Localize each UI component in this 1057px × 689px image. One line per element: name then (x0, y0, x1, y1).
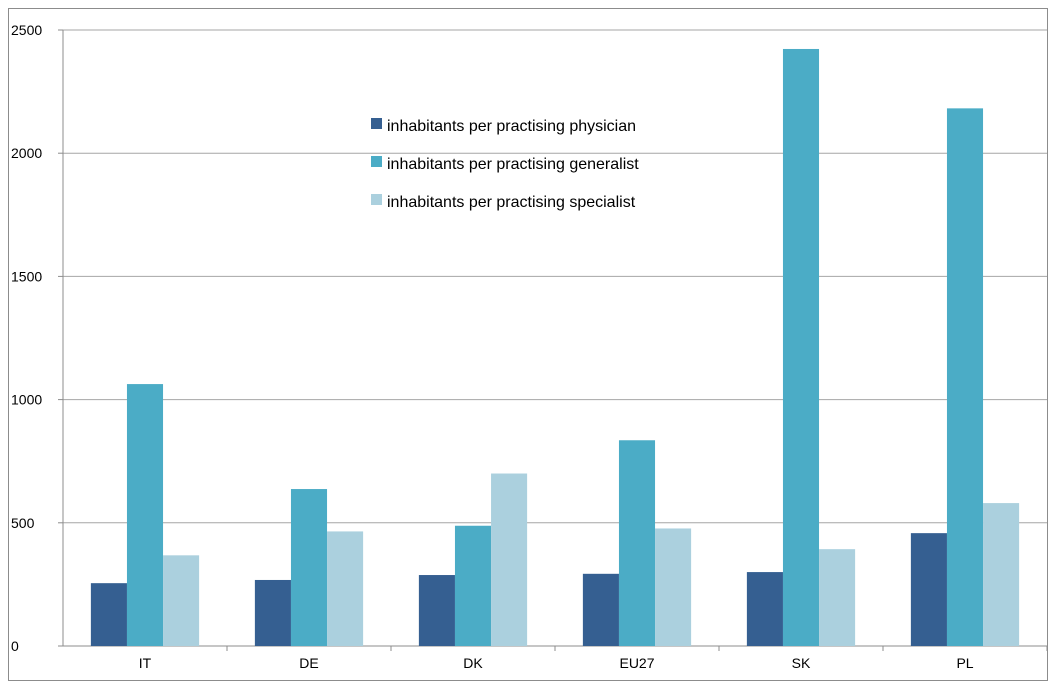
bar-de-series-3 (327, 531, 364, 646)
y-tick-label: 500 (11, 515, 35, 531)
bar-eu27-series-1 (582, 573, 619, 646)
bars (90, 48, 1020, 647)
x-tick-label: PL (956, 655, 973, 671)
axes (58, 29, 1048, 651)
y-tick-label: 1500 (11, 268, 42, 284)
bar-sk-series-2 (782, 48, 820, 647)
bar-pl-series-1 (910, 533, 947, 646)
bar-eu27-series-3 (655, 528, 692, 646)
bar-sk-series-3 (819, 549, 856, 646)
legend-swatch (371, 156, 382, 167)
x-tick-label: DE (299, 655, 318, 671)
bar-de-series-2 (290, 489, 328, 646)
bar-dk-series-3 (491, 473, 528, 646)
x-axis-tick-labels: IT DE DK EU27 SK PL (139, 655, 974, 671)
x-tick-label: SK (792, 655, 811, 671)
gridlines (63, 29, 1047, 524)
bar-pl-series-2 (946, 108, 984, 646)
bar-sk-series-1 (746, 572, 783, 646)
y-tick-label: 2500 (11, 22, 42, 38)
y-tick-label: 2000 (11, 145, 42, 161)
y-tick-label: 1000 (11, 392, 42, 408)
bar-eu27-series-2 (618, 440, 656, 646)
bar-dk-series-1 (418, 575, 455, 646)
x-tick-label: DK (463, 655, 483, 671)
y-tick-label: 0 (11, 638, 19, 654)
legend-label: inhabitants per practising generalist (387, 156, 639, 173)
legend-swatch (371, 118, 382, 129)
y-axis-tick-labels: 0 500 1000 1500 2000 2500 (11, 22, 42, 654)
bar-de-series-1 (254, 579, 291, 646)
legend-swatch (371, 194, 382, 205)
legend-label: inhabitants per practising specialist (387, 194, 636, 211)
bar-it-series-2 (126, 384, 164, 646)
bar-dk-series-2 (454, 525, 492, 646)
chart-frame: 0 500 1000 1500 2000 2500 IT DE DK EU27 SK PL inha… (8, 8, 1048, 681)
x-tick-label: EU27 (619, 655, 654, 671)
bar-it-series-3 (163, 555, 200, 646)
legend: inhabitants per practising physician inha… (371, 118, 639, 211)
bar-pl-series-3 (983, 503, 1020, 646)
bar-it-series-1 (90, 583, 127, 646)
x-tick-label: IT (139, 655, 152, 671)
legend-label: inhabitants per practising physician (387, 118, 636, 135)
bar-chart: 0 500 1000 1500 2000 2500 IT DE DK EU27 SK PL inha… (11, 22, 1048, 671)
